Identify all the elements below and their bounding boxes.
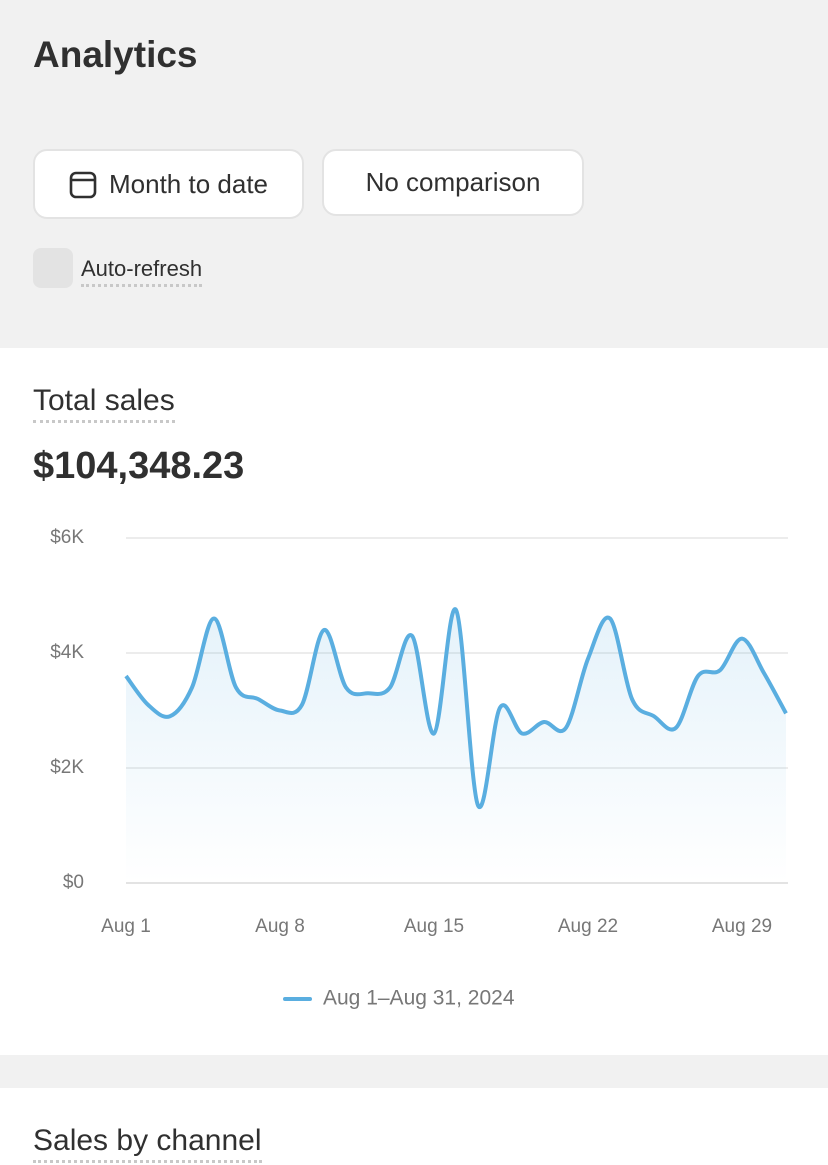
y-tick-label: $0: [63, 872, 84, 893]
total-value: $104,348.23: [33, 445, 245, 487]
card-title[interactable]: Sales by channel: [33, 1124, 262, 1163]
y-tick-label: $4K: [50, 642, 84, 663]
x-tick-label: Aug 1: [101, 916, 151, 937]
checkbox-label[interactable]: Auto-refresh: [81, 256, 203, 287]
legend-label: Aug 1–Aug 31, 2024: [323, 987, 515, 1010]
page-title: Analytics: [33, 34, 198, 75]
button-label: Month to date: [109, 168, 268, 199]
channel-card: [0, 1088, 828, 1165]
x-tick-label: Aug 15: [404, 916, 464, 937]
y-tick-label: $2K: [50, 757, 84, 778]
card-title[interactable]: Total sales: [33, 384, 175, 423]
button-label: No comparison: [365, 167, 541, 197]
x-tick-label: Aug 22: [558, 916, 618, 937]
x-tick-label: Aug 8: [255, 916, 305, 937]
area: [126, 609, 786, 883]
y-tick-label: $6K: [50, 527, 84, 548]
x-tick-label: Aug 29: [712, 916, 772, 937]
date-range-button[interactable]: Month to date: [33, 149, 304, 219]
calendar-icon: [69, 171, 97, 199]
checkbox[interactable]: [33, 248, 73, 288]
line: [124, 607, 788, 810]
comparison-button[interactable]: No comparison: [322, 149, 584, 216]
